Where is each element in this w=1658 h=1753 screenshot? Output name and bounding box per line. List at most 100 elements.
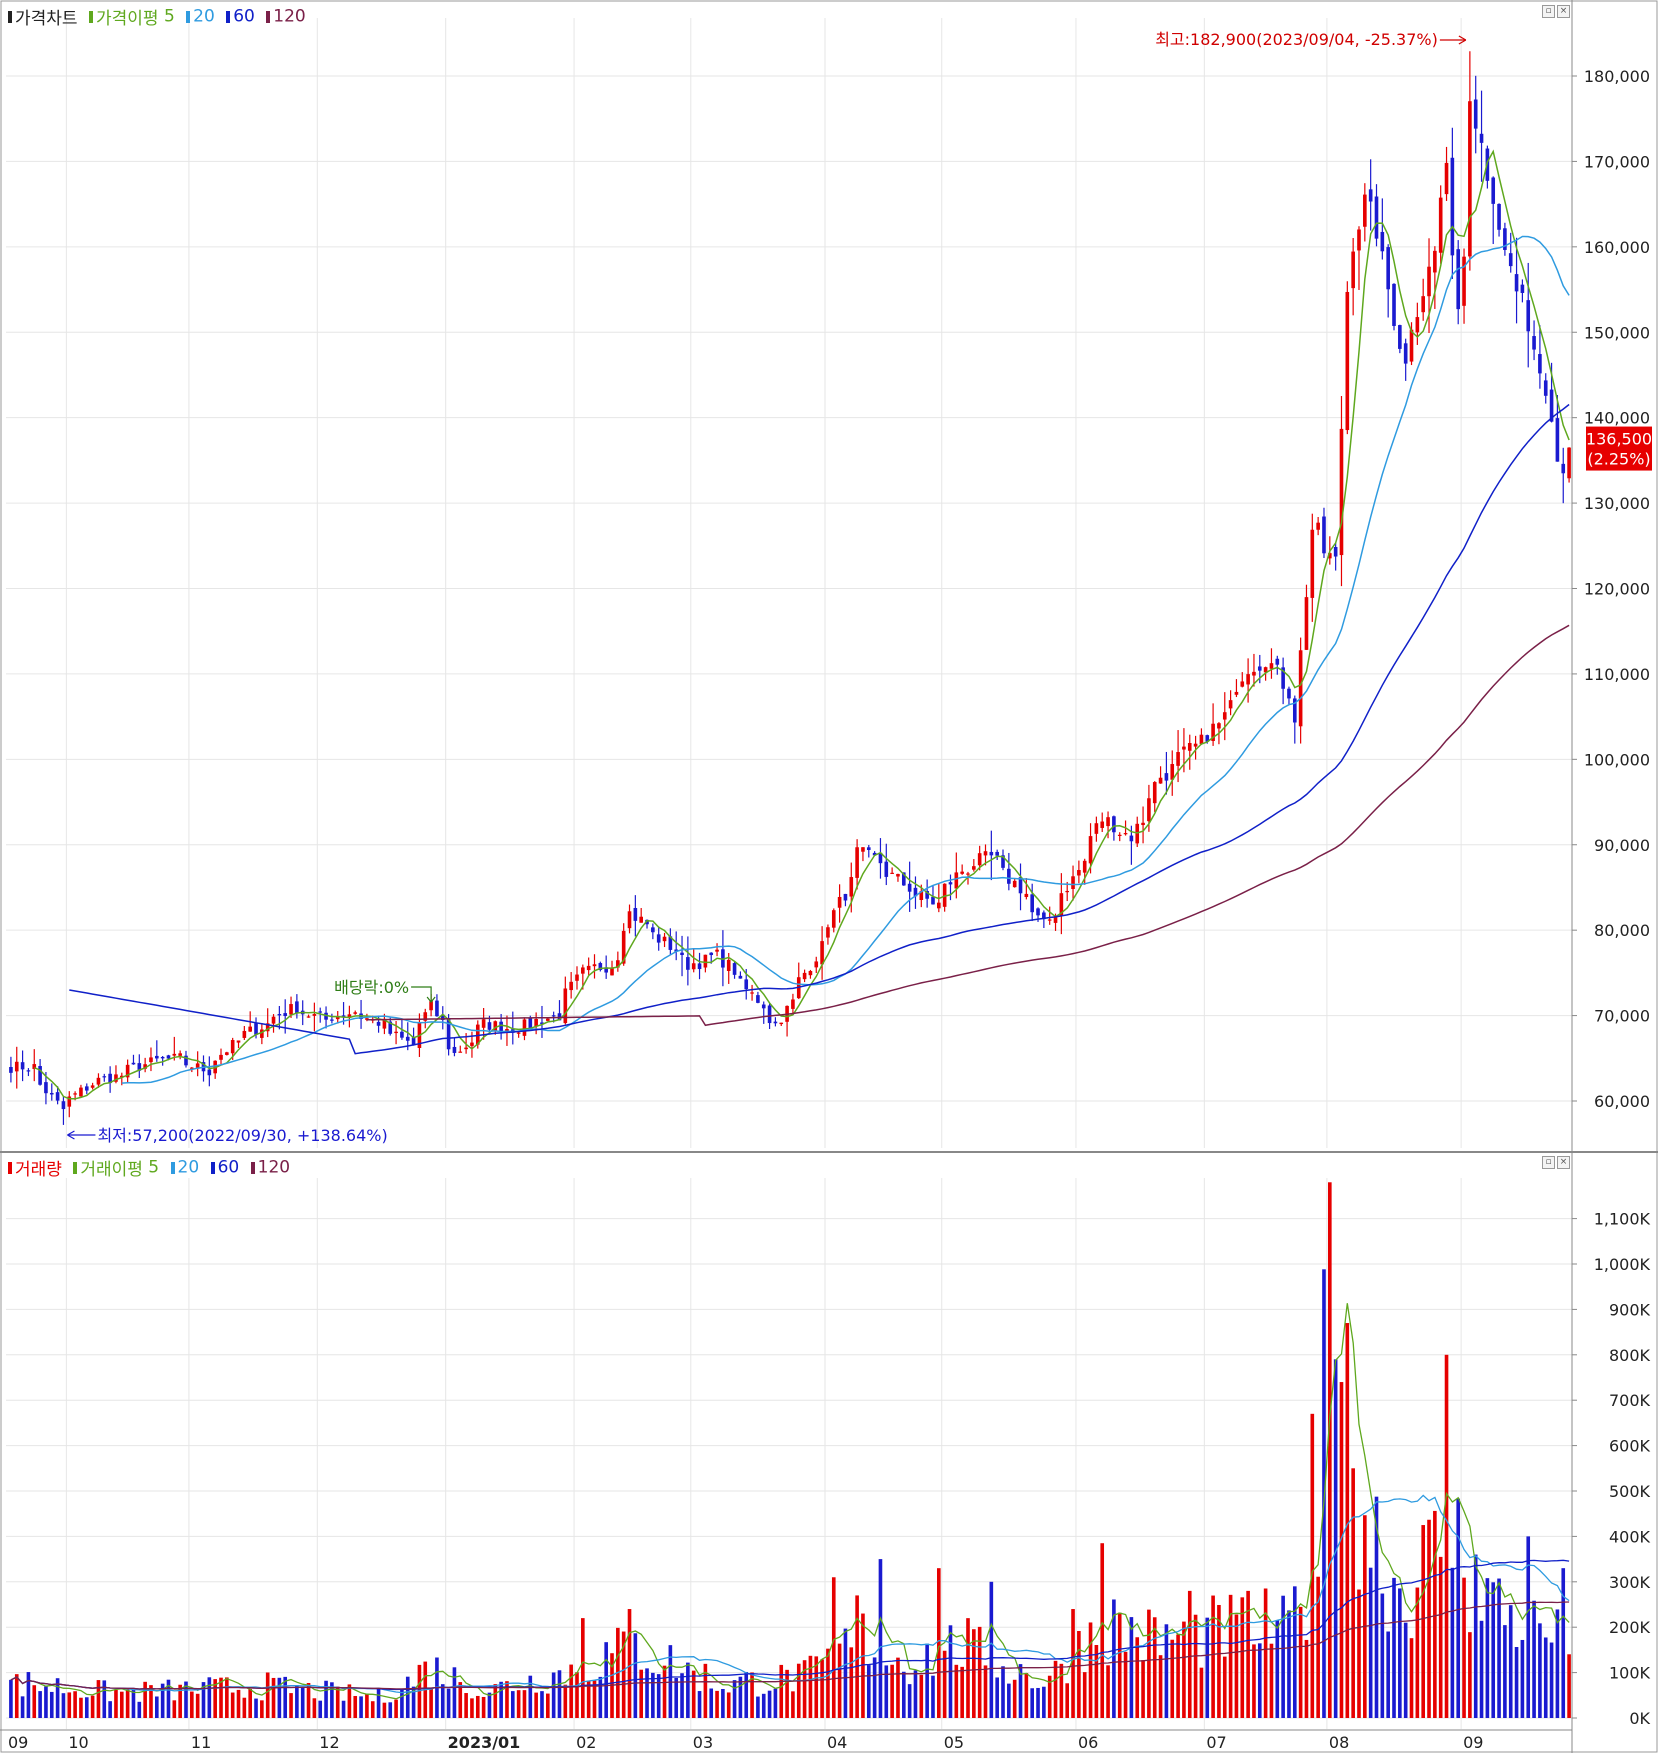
- candle[interactable]: [38, 1059, 42, 1086]
- candle[interactable]: [896, 873, 900, 882]
- volume-bar[interactable]: [1047, 1675, 1052, 1718]
- volume-bars[interactable]: [9, 1182, 1571, 1718]
- candle[interactable]: [44, 1071, 48, 1105]
- candle[interactable]: [1082, 858, 1087, 885]
- volume-bar[interactable]: [481, 1696, 486, 1718]
- volume-bar[interactable]: [861, 1613, 865, 1718]
- volume-bar[interactable]: [1304, 1639, 1309, 1718]
- volume-bar[interactable]: [1199, 1667, 1204, 1718]
- volume-bar[interactable]: [1357, 1589, 1361, 1718]
- volume-bar[interactable]: [242, 1697, 247, 1718]
- candle[interactable]: [295, 994, 299, 1019]
- candle[interactable]: [330, 1013, 334, 1024]
- candle[interactable]: [715, 943, 719, 957]
- candle[interactable]: [651, 923, 655, 940]
- candle[interactable]: [1007, 852, 1011, 891]
- candle[interactable]: [207, 1056, 212, 1087]
- volume-bar[interactable]: [1351, 1468, 1355, 1718]
- volume-bar[interactable]: [715, 1690, 719, 1718]
- candle[interactable]: [435, 994, 439, 1017]
- volume-bar[interactable]: [1427, 1519, 1431, 1718]
- candle[interactable]: [1106, 811, 1110, 839]
- volume-bar[interactable]: [546, 1693, 550, 1718]
- volume-bar[interactable]: [516, 1690, 521, 1718]
- volume-bar[interactable]: [1053, 1660, 1058, 1718]
- candle[interactable]: [1456, 240, 1461, 325]
- volume-bar[interactable]: [178, 1684, 182, 1718]
- volume-bar[interactable]: [1152, 1617, 1157, 1718]
- volume-bar[interactable]: [143, 1681, 147, 1718]
- candle[interactable]: [866, 844, 871, 858]
- candle[interactable]: [680, 935, 684, 977]
- volume-bar[interactable]: [534, 1692, 538, 1718]
- candle[interactable]: [260, 1023, 264, 1045]
- candle[interactable]: [119, 1072, 124, 1086]
- volume-bar[interactable]: [289, 1693, 293, 1718]
- volume-bar[interactable]: [1263, 1588, 1268, 1718]
- volume-bar[interactable]: [1345, 1323, 1350, 1718]
- candle[interactable]: [353, 1010, 358, 1015]
- candle[interactable]: [458, 1045, 463, 1053]
- volume-bar[interactable]: [674, 1677, 679, 1718]
- volume-bar[interactable]: [826, 1648, 830, 1718]
- candle[interactable]: [382, 1013, 387, 1035]
- candle[interactable]: [26, 1068, 31, 1077]
- candle[interactable]: [394, 1020, 398, 1045]
- volume-bar[interactable]: [1538, 1623, 1542, 1718]
- candle[interactable]: [662, 932, 667, 948]
- volume-bar[interactable]: [1374, 1496, 1379, 1718]
- candle[interactable]: [732, 962, 737, 979]
- candle[interactable]: [201, 1055, 206, 1082]
- volume-bar[interactable]: [1508, 1605, 1513, 1718]
- volume-bar[interactable]: [1141, 1660, 1145, 1718]
- candle[interactable]: [32, 1049, 37, 1082]
- candle[interactable]: [1112, 815, 1116, 841]
- volume-bar[interactable]: [522, 1690, 527, 1718]
- volume-bar[interactable]: [954, 1664, 959, 1718]
- volume-bar[interactable]: [540, 1691, 544, 1718]
- volume-bar[interactable]: [1415, 1587, 1420, 1718]
- volume-bar[interactable]: [1532, 1600, 1536, 1718]
- volume-bar[interactable]: [744, 1671, 749, 1718]
- candle[interactable]: [1386, 244, 1390, 318]
- candle[interactable]: [1538, 325, 1542, 389]
- volume-bar[interactable]: [1246, 1590, 1250, 1718]
- volume-bar[interactable]: [913, 1670, 918, 1718]
- volume-bar[interactable]: [324, 1680, 328, 1718]
- candle[interactable]: [1433, 246, 1437, 309]
- volume-bar[interactable]: [458, 1682, 463, 1718]
- candle[interactable]: [954, 852, 959, 899]
- volume-bar[interactable]: [365, 1693, 369, 1718]
- candle[interactable]: [79, 1084, 83, 1097]
- candle[interactable]: [1222, 692, 1227, 741]
- candle[interactable]: [411, 1027, 416, 1046]
- volume-bar[interactable]: [155, 1696, 159, 1718]
- candle[interactable]: [242, 1025, 247, 1040]
- volume-bar[interactable]: [341, 1700, 346, 1718]
- candle[interactable]: [931, 885, 935, 905]
- candle[interactable]: [796, 962, 801, 1000]
- candle[interactable]: [1520, 279, 1525, 303]
- candle[interactable]: [989, 830, 994, 881]
- volume-bar[interactable]: [726, 1692, 731, 1718]
- candle[interactable]: [61, 1096, 66, 1125]
- volume-bar[interactable]: [73, 1691, 77, 1718]
- volume-bar[interactable]: [184, 1681, 188, 1718]
- volume-bar[interactable]: [791, 1691, 795, 1718]
- volume-panel-close-icon[interactable]: ×: [1557, 1156, 1570, 1169]
- volume-bar[interactable]: [1269, 1643, 1274, 1718]
- volume-bar[interactable]: [26, 1672, 31, 1718]
- volume-bar[interactable]: [1257, 1643, 1262, 1718]
- volume-bar[interactable]: [1485, 1578, 1490, 1718]
- volume-bar[interactable]: [977, 1626, 982, 1718]
- candle[interactable]: [1065, 881, 1070, 902]
- volume-bar[interactable]: [166, 1679, 171, 1718]
- candle[interactable]: [697, 952, 702, 980]
- candle[interactable]: [55, 1086, 60, 1105]
- volume-bar[interactable]: [1170, 1639, 1175, 1718]
- candle[interactable]: [855, 839, 859, 890]
- volume-bar[interactable]: [32, 1685, 37, 1718]
- volume-bar[interactable]: [306, 1682, 311, 1718]
- volume-bar[interactable]: [703, 1663, 708, 1718]
